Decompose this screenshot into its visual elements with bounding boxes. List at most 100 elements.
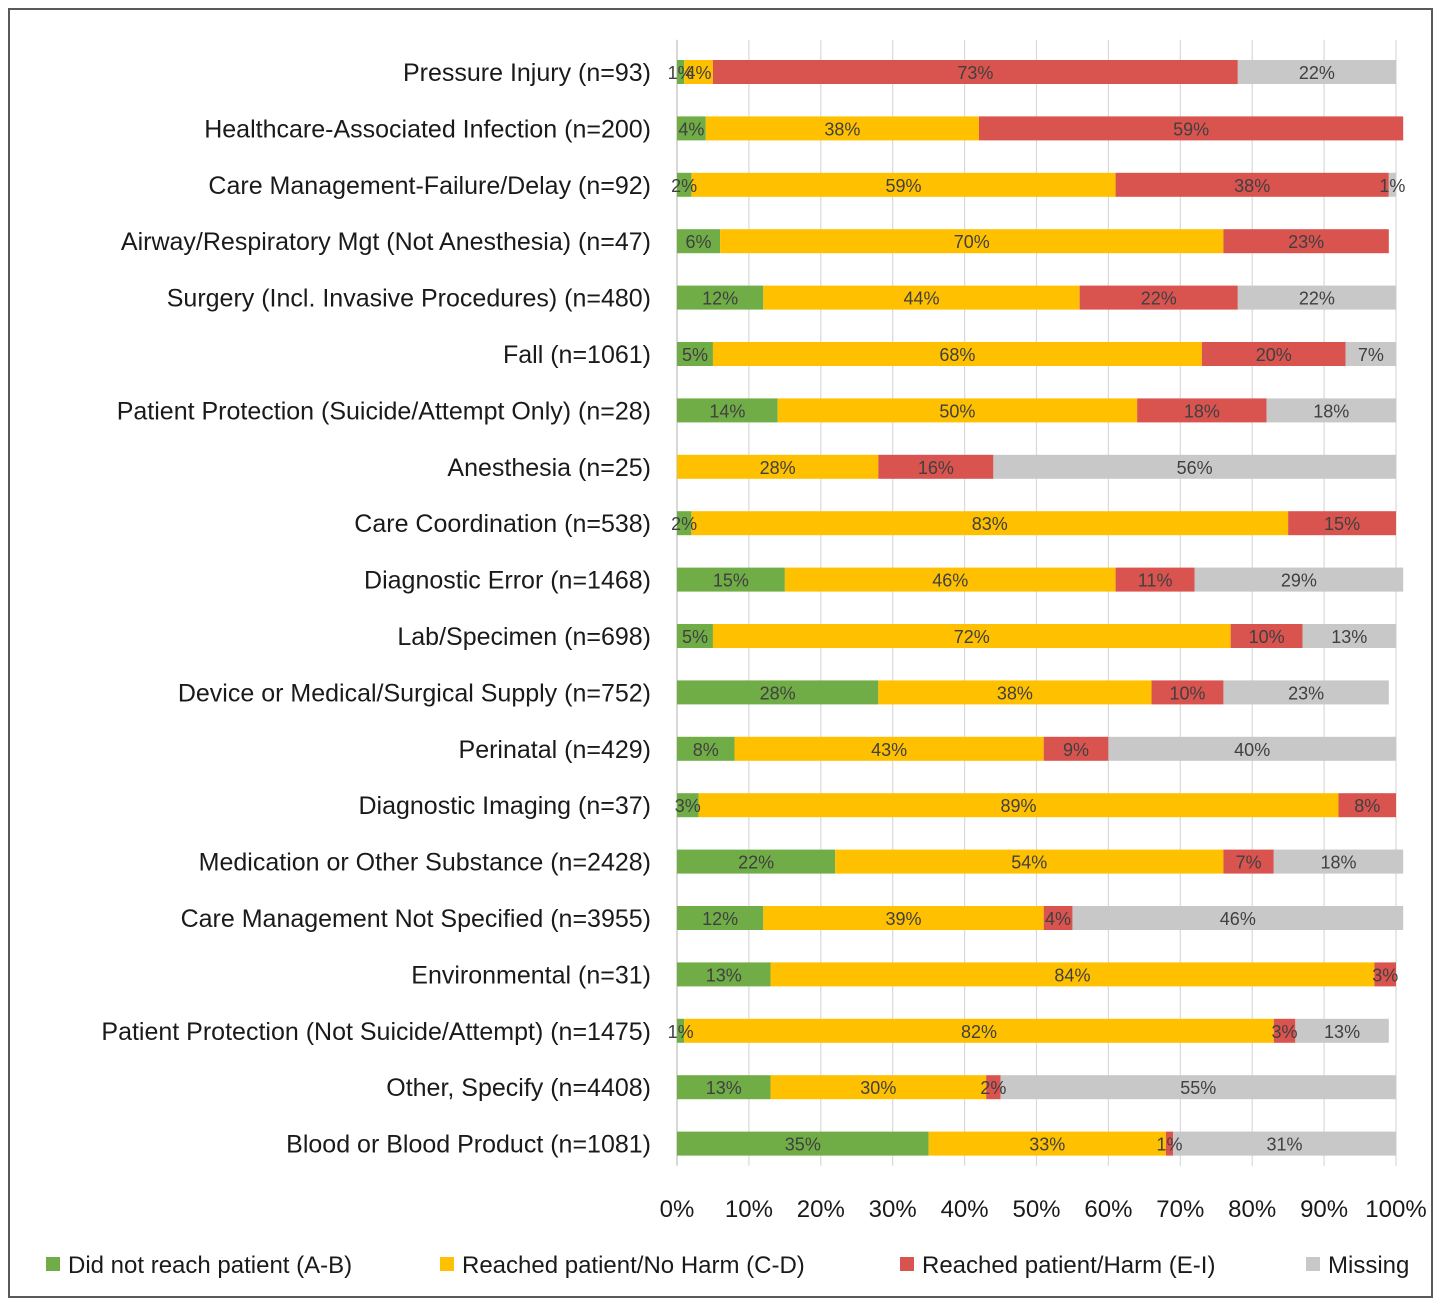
bar-segment [1374, 962, 1396, 987]
data-label: 3% [1272, 1022, 1298, 1042]
data-label: 46% [1220, 909, 1256, 929]
bar-segment [777, 398, 1138, 423]
bar-segment [1237, 285, 1396, 310]
bar-segment [684, 1018, 1274, 1043]
bar-segment [1388, 172, 1396, 197]
bar-segment [677, 906, 764, 930]
bar-segment [993, 454, 1396, 479]
x-tick-label: 80% [1228, 1196, 1276, 1223]
bar-segment [1165, 1131, 1174, 1156]
data-label: 1% [668, 63, 694, 83]
bar-segment [1072, 906, 1404, 930]
data-label: 18% [1184, 401, 1220, 421]
bar-segment [1115, 172, 1389, 197]
data-label: 59% [885, 176, 921, 196]
bar-segment [677, 60, 685, 84]
bar-segment [770, 962, 1375, 987]
data-label: 28% [760, 683, 796, 703]
bar-segment [712, 342, 1202, 366]
data-label: 5% [682, 345, 708, 365]
bar-segment [684, 60, 713, 84]
bar-segment [1295, 1018, 1389, 1043]
data-label: 4% [1045, 909, 1071, 929]
bar-segment [1345, 342, 1396, 366]
data-label: 55% [1180, 1078, 1216, 1098]
data-label: 35% [785, 1135, 821, 1155]
data-label: 33% [1029, 1135, 1065, 1155]
data-label: 82% [961, 1022, 997, 1042]
category-label: Surgery (Incl. Invasive Procedures) (n=4… [167, 285, 651, 313]
legend-label: Reached patient/Harm (E-I) [922, 1252, 1215, 1279]
x-axis-tick-labels: 0% 10% 20% 30% 40% 50% 60% 70% 80% 90% 100% [660, 1196, 1427, 1223]
bar-segment [677, 1131, 929, 1156]
data-label: 59% [1173, 119, 1209, 139]
bar-segment [677, 793, 699, 818]
bar-segment [677, 680, 879, 705]
bar-segment [677, 962, 771, 987]
bar-segment [734, 736, 1044, 761]
x-tick-label: 30% [869, 1196, 917, 1223]
bar-segment [720, 229, 1224, 254]
bar-segment [677, 567, 785, 592]
data-label: 40% [1234, 740, 1270, 760]
data-label: 1% [668, 1022, 694, 1042]
data-label: 22% [1299, 63, 1335, 83]
bar-segment [1151, 680, 1224, 705]
data-label: 15% [1324, 514, 1360, 534]
data-label: 15% [713, 571, 749, 591]
category-label: Environmental (n=31) [411, 961, 651, 989]
data-label: 83% [972, 514, 1008, 534]
category-label: Medication or Other Substance (n=2428) [199, 849, 651, 877]
bar-segment [677, 229, 721, 254]
bar-segment [677, 398, 778, 423]
data-label: 7% [1358, 345, 1384, 365]
data-label: 13% [706, 1078, 742, 1098]
data-label: 5% [682, 627, 708, 647]
data-label: 2% [671, 176, 697, 196]
bars: 1%4% 73% 22%4% 38% 59%2% 59% 38% 1%6% 70% 23%12% 4… [668, 60, 1405, 1156]
legend-swatch [900, 1257, 914, 1271]
bar-segment [1302, 624, 1396, 648]
data-label: 12% [702, 289, 738, 309]
data-label: 10% [1249, 627, 1285, 647]
data-label: 4% [686, 63, 712, 83]
bar-segment [878, 680, 1152, 705]
bar-segment [677, 1075, 771, 1100]
category-label: Care Management-Failure/Delay (n=92) [208, 172, 651, 200]
bar-segment [712, 624, 1231, 648]
data-label: 38% [1234, 176, 1270, 196]
category-labels: Pressure Injury (n=93) Healthcare-Associa… [101, 59, 651, 1159]
data-label: 38% [824, 119, 860, 139]
data-label: 13% [1331, 627, 1367, 647]
category-label: Care Coordination (n=538) [354, 510, 651, 538]
bar-segment [677, 624, 713, 648]
x-tick-label: 100% [1365, 1196, 1426, 1223]
bar-segment [677, 736, 735, 761]
legend-swatch [46, 1257, 60, 1271]
data-label: 14% [709, 401, 745, 421]
x-tick-label: 0% [660, 1196, 695, 1223]
x-tick-label: 10% [725, 1196, 773, 1223]
bar-segment [677, 116, 706, 141]
data-label: 7% [1236, 853, 1262, 873]
category-label: Device or Medical/Surgical Supply (n=752… [178, 679, 651, 707]
data-label: 23% [1288, 232, 1324, 252]
bar-segment [978, 116, 1404, 141]
legend-label: Reached patient/No Harm (C-D) [462, 1252, 805, 1279]
category-label: Care Management Not Specified (n=3955) [181, 905, 651, 933]
data-label: 31% [1267, 1135, 1303, 1155]
data-label: 11% [1138, 571, 1173, 591]
bar-segment [691, 511, 1289, 536]
bar-segment [1115, 567, 1195, 592]
bar-segment [1223, 680, 1389, 705]
bar-segment [770, 1075, 987, 1100]
category-label: Diagnostic Imaging (n=37) [358, 792, 651, 820]
bar-segment [1273, 1018, 1296, 1043]
data-label: 43% [871, 740, 907, 760]
data-label: 20% [1256, 345, 1292, 365]
bar-segment [1223, 229, 1389, 254]
category-label: Patient Protection (Suicide/Attempt Only… [117, 397, 651, 425]
legend-label: Did not reach patient (A-B) [68, 1252, 352, 1279]
data-label: 56% [1177, 458, 1213, 478]
